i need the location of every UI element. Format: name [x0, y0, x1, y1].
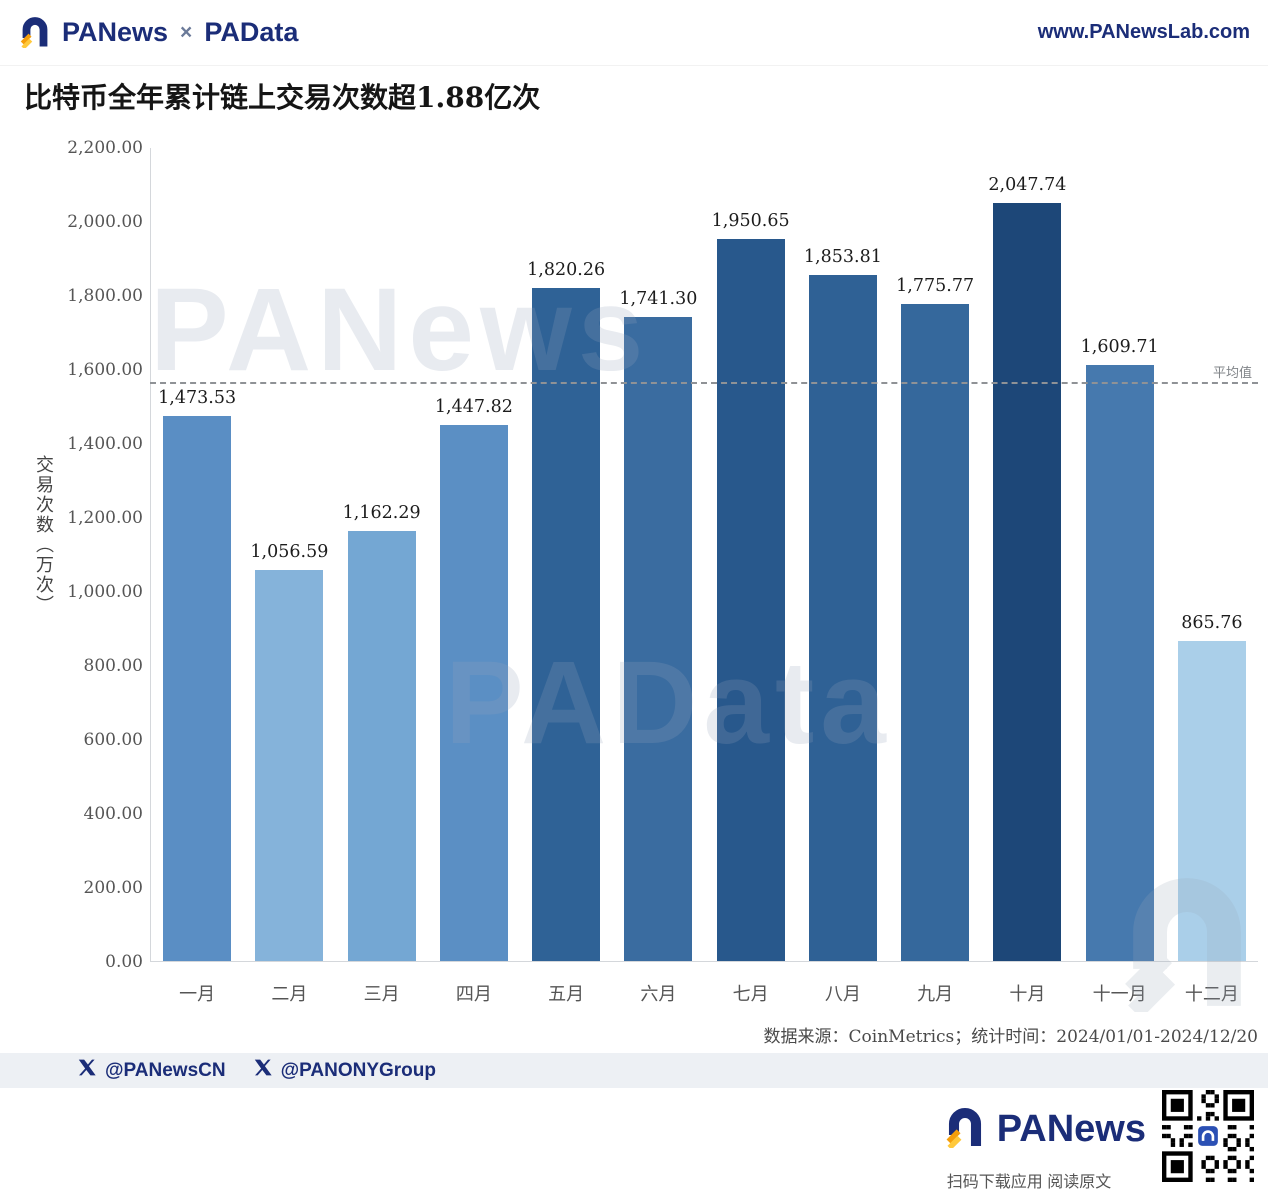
bar-value-label: 1,609.71	[1080, 337, 1159, 358]
bar	[163, 415, 232, 961]
bar	[1177, 640, 1246, 961]
bar	[901, 303, 970, 961]
x-axis-label: 四月	[455, 984, 492, 1005]
y-tick-label: 1,000.00	[67, 582, 143, 602]
x-axis-label: 一月	[179, 984, 216, 1005]
bar-slot: 1,741.30 六月	[612, 148, 704, 1005]
brand-text-padata: PAData	[204, 17, 299, 47]
bar-value-label: 1,775.77	[896, 275, 975, 296]
y-tick-label: 1,400.00	[67, 434, 143, 454]
header: PANews × PAData www.PANewsLab.com	[0, 0, 1268, 66]
bar	[439, 425, 508, 961]
bar-value-label: 1,853.81	[803, 247, 882, 268]
y-axis: 2,200.00 2,000.00 1,800.00 1,600.00 1,400.00…	[40, 138, 143, 972]
footer-brand: PANews	[943, 1100, 1146, 1158]
footer: PANews 扫码下载应用 阅读原文	[943, 1090, 1254, 1192]
bar-slot: 1,775.77 九月	[889, 148, 981, 1005]
bar	[532, 287, 601, 961]
bar	[347, 530, 416, 961]
bar	[993, 203, 1062, 961]
bar-slot: 865.76 十二月	[1166, 148, 1258, 1005]
data-source-line: 数据来源：CoinMetrics；统计时间：2024/01/01-2024/12…	[763, 1027, 1258, 1047]
x-axis-label: 二月	[271, 984, 308, 1005]
brand-separator: ×	[180, 20, 193, 44]
x-axis-label: 七月	[732, 984, 769, 1005]
bar-value-label: 865.76	[1181, 612, 1243, 633]
x-axis-label: 三月	[363, 984, 400, 1005]
x-icon	[78, 1058, 97, 1083]
bar-slot: 1,056.59 二月	[243, 148, 335, 1005]
brand-text-panews: PANews	[62, 17, 169, 47]
website-link[interactable]: www.PANewsLab.com	[1037, 21, 1250, 43]
y-tick-label: 1,200.00	[67, 508, 143, 528]
social-handle-panewscn[interactable]: @PANewsCN	[78, 1058, 226, 1083]
social-bar: @PANewsCN @PANONYGroup	[0, 1053, 1268, 1088]
social-handle-panonygroup[interactable]: @PANONYGroup	[254, 1058, 436, 1083]
social-handle-label: @PANewsCN	[105, 1059, 226, 1081]
x-axis-label: 十一月	[1092, 984, 1147, 1005]
footer-brand-label: PANews	[996, 1107, 1146, 1150]
y-tick-label: 400.00	[83, 804, 143, 824]
chart-title: 比特币全年累计链上交易次数超1.88亿次	[24, 81, 541, 114]
bar-slot: 1,162.29 三月	[336, 148, 428, 1005]
panews-logo-icon	[943, 1100, 987, 1158]
bar-slot: 2,047.74 十月	[981, 148, 1073, 1005]
x-axis-label: 五月	[548, 984, 585, 1005]
panews-logo-icon	[18, 11, 52, 55]
bar-slot: 1,950.65 七月	[705, 148, 797, 1005]
y-tick-label: 200.00	[83, 878, 143, 898]
y-tick-label: 1,800.00	[67, 286, 143, 306]
x-axis-label: 八月	[824, 984, 861, 1005]
y-axis-title: 交易次数（万次）	[33, 455, 54, 615]
qr-code	[1162, 1090, 1254, 1182]
x-axis-label: 六月	[640, 984, 677, 1005]
footer-brand-column: PANews 扫码下载应用 阅读原文	[943, 1090, 1146, 1192]
average-line-label: 平均值	[1212, 366, 1252, 382]
y-tick-label: 600.00	[83, 730, 143, 750]
bar-value-label: 1,950.65	[711, 211, 790, 232]
x-axis-label: 九月	[917, 984, 954, 1005]
bar-slot: 1,473.53 一月	[151, 148, 243, 1005]
bar-value-label: 1,056.59	[250, 542, 329, 563]
bar-value-label: 1,820.26	[527, 259, 606, 280]
bar	[1085, 365, 1154, 961]
average-line	[150, 382, 1258, 385]
bar	[624, 316, 693, 961]
y-tick-label: 800.00	[83, 656, 143, 676]
x-axis-label: 十月	[1009, 984, 1046, 1005]
x-icon	[254, 1058, 273, 1083]
bar	[255, 570, 324, 961]
bar	[808, 275, 877, 961]
bar-slot: 1,609.71 十一月	[1074, 148, 1166, 1005]
bar	[716, 239, 785, 961]
y-tick-label: 2,200.00	[67, 138, 143, 158]
bar-value-label: 2,047.74	[988, 175, 1067, 196]
bar-value-label: 1,741.30	[619, 288, 698, 309]
bar-value-label: 1,447.82	[434, 397, 513, 418]
y-tick-label: 0.00	[105, 952, 143, 972]
y-tick-label: 1,600.00	[67, 360, 143, 380]
y-tick-label: 2,000.00	[67, 212, 143, 232]
bar-value-label: 1,473.53	[158, 387, 237, 408]
x-axis-label: 十二月	[1184, 984, 1239, 1005]
bar-slot: 1,820.26 五月	[520, 148, 612, 1005]
bar-slot: 1,447.82 四月	[428, 148, 520, 1005]
plot-area: 1,473.53 一月 1,056.59 二月 1,162.29 三月 1,447.82 四月…	[150, 148, 1258, 1005]
brand: PANews × PAData	[18, 11, 298, 55]
social-handle-label: @PANONYGroup	[280, 1059, 436, 1081]
bar-value-label: 1,162.29	[342, 502, 421, 523]
footer-caption: 扫码下载应用 阅读原文	[946, 1174, 1112, 1191]
bar-slot: 1,853.81 八月	[797, 148, 889, 1005]
